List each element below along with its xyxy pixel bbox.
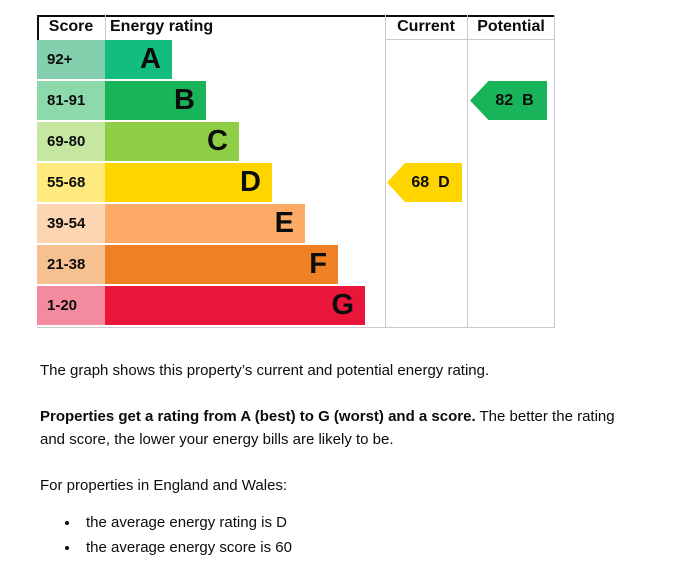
average-stats-list: the average energy rating is D the avera… [40,511,622,559]
band-row-e: 39-54 E [37,204,555,243]
score-range-b: 81-91 [37,81,105,120]
score-range-a: 92+ [37,40,105,79]
potential-band: B [522,91,534,109]
column-divider-potential [467,15,468,328]
score-range-e: 39-54 [37,204,105,243]
current-score: 68 [411,173,430,191]
chart-right-border [554,15,555,328]
current-rating-arrow: 68 D [387,163,462,202]
band-row-c: 69-80 C [37,122,555,161]
band-letter-a: A [140,43,161,75]
potential-score: 82 [495,91,514,109]
rating-bar-f: F [105,245,338,284]
intro-paragraph: The graph shows this property’s current … [40,362,490,379]
score-range-c: 69-80 [37,122,105,161]
band-row-a: 92+ A [37,40,555,79]
list-item: the average energy rating is D [80,511,622,534]
band-letter-b: B [174,84,195,116]
chart-bottom-border [37,327,555,328]
column-divider-score [105,15,106,40]
chart-top-border [37,15,555,17]
header-potential: Potential [477,18,545,35]
rating-bar-b: B [105,81,206,120]
band-letter-e: E [274,207,294,239]
header-current: Current [397,18,455,35]
score-range-f: 21-38 [37,245,105,284]
header-energy-rating: Energy rating [110,18,214,35]
rating-bar-d: D [105,163,272,202]
rating-bar-a: A [105,40,172,79]
band-row-f: 21-38 F [37,245,555,284]
band-letter-g: G [331,289,354,321]
header-score: Score [48,18,94,35]
region-line: For properties in England and Wales: [40,477,288,494]
rating-bar-e: E [105,204,305,243]
band-row-g: 1-20 G [37,286,555,325]
header-underline [385,39,555,40]
band-letter-d: D [240,166,261,198]
rating-bar-g: G [105,286,365,325]
column-divider-current [385,15,386,328]
band-row-d: 55-68 D [37,163,555,202]
explain-bold-sentence: Properties get a rating from A (best) to… [40,408,476,425]
potential-rating-arrow: 82 B [470,81,547,120]
explain-paragraph: Properties get a rating from A (best) to… [40,405,622,451]
band-letter-c: C [207,125,228,157]
band-letter-f: F [309,248,327,280]
list-item: the average energy score is 60 [80,536,622,559]
energy-rating-chart: Score Energy rating Current Potential 92… [37,15,555,328]
current-band: D [438,173,450,191]
chart-left-border [37,15,39,40]
score-range-d: 55-68 [37,163,105,202]
description-text: The graph shows this property’s current … [40,359,622,559]
explain-rest-sentence: The better the rating and score, the low… [40,408,615,448]
rating-bar-c: C [105,122,239,161]
score-range-g: 1-20 [37,286,105,325]
band-row-b: 81-91 B [37,81,555,120]
